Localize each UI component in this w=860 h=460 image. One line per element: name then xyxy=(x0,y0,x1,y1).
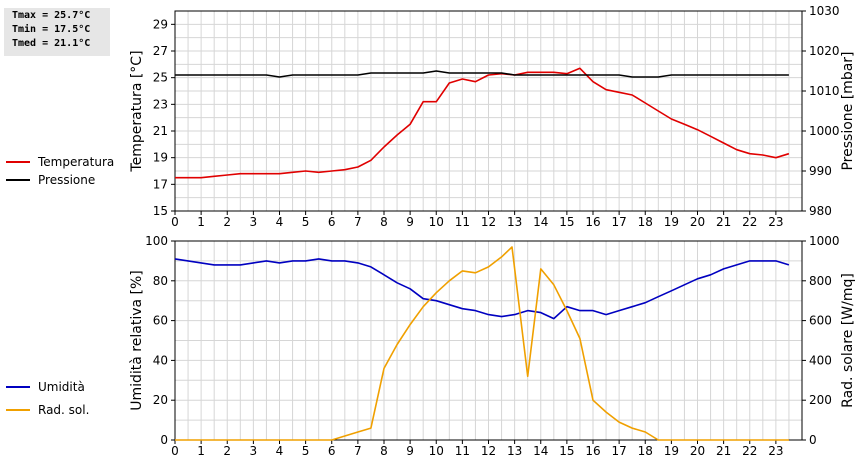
legend-label-temperatura: Temperatura xyxy=(37,155,114,169)
x-tick-label: 0 xyxy=(171,215,179,229)
x-tick-label: 6 xyxy=(328,444,336,458)
y-left-tick-label: 23 xyxy=(153,97,168,111)
x-tick-label: 15 xyxy=(559,215,574,229)
x-tick-label: 0 xyxy=(171,444,179,458)
x-tick-label: 23 xyxy=(768,215,783,229)
x-tick-label: 15 xyxy=(559,444,574,458)
x-tick-label: 14 xyxy=(533,444,548,458)
stats-box: Tmax = 25.7°C Tmin = 17.5°C Tmed = 21.1°… xyxy=(4,8,110,56)
y-left-tick-label: 17 xyxy=(153,177,168,191)
x-tick-label: 11 xyxy=(455,444,470,458)
x-tick-label: 10 xyxy=(429,444,444,458)
y-right-tick-label: 600 xyxy=(809,314,832,328)
x-tick-label: 13 xyxy=(507,215,522,229)
legend-label-umidit: Umidità xyxy=(38,380,85,394)
x-tick-label: 21 xyxy=(716,444,731,458)
x-tick-label: 20 xyxy=(690,444,705,458)
y-right-tick-label: 1030 xyxy=(809,4,840,18)
x-tick-label: 16 xyxy=(585,215,600,229)
x-tick-label: 6 xyxy=(328,215,336,229)
y-right-tick-label: 800 xyxy=(809,274,832,288)
tmax-text: Tmax = 25.7°C xyxy=(12,10,91,21)
series-line-temperatura xyxy=(175,67,790,179)
x-tick-label: 22 xyxy=(742,215,757,229)
x-tick-label: 9 xyxy=(406,215,414,229)
x-tick-label: 21 xyxy=(716,215,731,229)
x-tick-label: 23 xyxy=(768,444,783,458)
x-tick-label: 9 xyxy=(406,444,414,458)
y-left-tick-label: 60 xyxy=(153,314,168,328)
x-tick-label: 13 xyxy=(507,444,522,458)
x-tick-label: 16 xyxy=(585,444,600,458)
x-tick-label: 4 xyxy=(276,215,284,229)
y-left-tick-label: 80 xyxy=(153,274,168,288)
legend-label-pressione: Pressione xyxy=(38,173,95,187)
y-right-tick-label: 1000 xyxy=(809,234,840,248)
y-right-axis-title: Pressione [mbar] xyxy=(840,51,856,170)
x-tick-label: 3 xyxy=(250,444,258,458)
y-right-tick-label: 1020 xyxy=(809,44,840,58)
x-tick-label: 18 xyxy=(638,215,653,229)
series-line-rad-sol xyxy=(175,246,789,441)
x-tick-label: 5 xyxy=(302,444,310,458)
y-left-tick-label: 21 xyxy=(153,124,168,138)
chart-panel-1: 0 1 2 3 4 5 6 7 8 9 10 11 12 13 14 15 16 17 18 19 20 21 22 2315… xyxy=(6,4,856,229)
x-tick-label: 18 xyxy=(638,444,653,458)
x-tick-label: 7 xyxy=(354,215,362,229)
y-left-tick-label: 19 xyxy=(153,151,168,165)
y-left-tick-label: 40 xyxy=(153,353,168,367)
y-right-tick-label: 990 xyxy=(809,164,832,178)
x-tick-label: 1 xyxy=(197,215,205,229)
x-tick-label: 1 xyxy=(197,444,205,458)
x-tick-label: 2 xyxy=(223,215,231,229)
series-line-umidit xyxy=(174,258,790,320)
x-tick-label: 5 xyxy=(302,215,310,229)
y-left-tick-label: 0 xyxy=(160,433,168,447)
x-tick-label: 7 xyxy=(354,444,362,458)
series-line-pressione xyxy=(175,70,789,78)
x-tick-label: 10 xyxy=(429,215,444,229)
x-tick-label: 19 xyxy=(664,444,679,458)
x-tick-label: 4 xyxy=(276,444,284,458)
x-tick-label: 11 xyxy=(455,215,470,229)
x-tick-label: 19 xyxy=(664,215,679,229)
x-tick-label: 3 xyxy=(250,215,258,229)
x-tick-label: 12 xyxy=(481,444,496,458)
y-left-tick-label: 100 xyxy=(145,234,168,248)
x-tick-label: 20 xyxy=(690,215,705,229)
y-left-tick-label: 29 xyxy=(153,17,168,31)
y-left-tick-label: 20 xyxy=(153,393,168,407)
x-tick-label: 17 xyxy=(611,215,626,229)
chart-panel-2: 0 1 2 3 4 5 6 7 8 9 10 11 12 13 14 15 16 17 18 19 20 21 22 2302… xyxy=(6,234,856,458)
y-left-tick-label: 15 xyxy=(153,204,168,218)
y-left-tick-label: 27 xyxy=(153,44,168,58)
x-tick-label: 12 xyxy=(481,215,496,229)
tmed-text: Tmed = 21.1°C xyxy=(12,38,91,49)
legend-label-rad-sol: Rad. sol. xyxy=(38,403,89,417)
y-left-axis-title: Temperatura [°C] xyxy=(129,50,145,172)
y-right-axis-title: Rad. solare [W/mq] xyxy=(840,273,856,408)
tmin-text: Tmin = 17.5°C xyxy=(12,24,91,35)
x-tick-label: 8 xyxy=(380,215,388,229)
x-tick-label: 17 xyxy=(611,444,626,458)
y-right-tick-label: 0 xyxy=(809,433,817,447)
y-right-tick-label: 1000 xyxy=(809,124,840,138)
y-right-tick-label: 1010 xyxy=(809,84,840,98)
x-tick-label: 22 xyxy=(742,444,757,458)
y-left-axis-title: Umidità relativa [%] xyxy=(129,270,145,411)
y-right-tick-label: 200 xyxy=(809,393,832,407)
y-right-tick-label: 400 xyxy=(809,353,832,367)
x-tick-label: 14 xyxy=(533,215,548,229)
y-left-tick-label: 25 xyxy=(153,71,168,85)
x-tick-label: 8 xyxy=(380,444,388,458)
y-right-tick-label: 980 xyxy=(809,204,832,218)
x-tick-label: 2 xyxy=(223,444,231,458)
